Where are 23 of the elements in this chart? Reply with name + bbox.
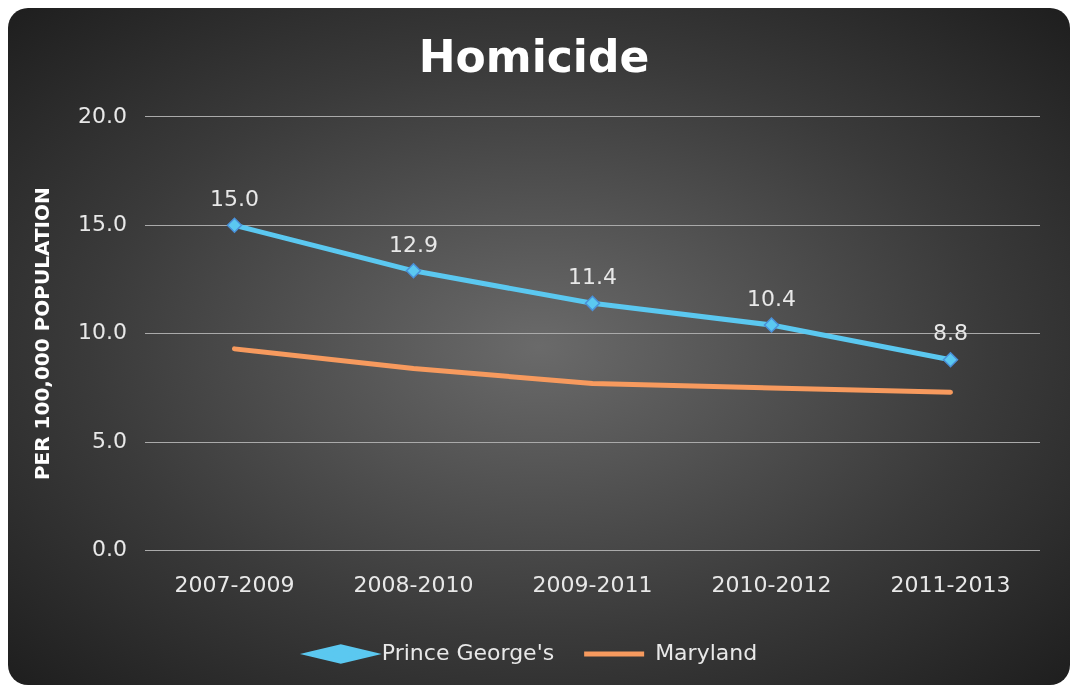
x-tick-label: 2010-2012 (711, 571, 832, 597)
data-label: 11.4 (568, 264, 617, 290)
y-tick-label: 10.0 (78, 319, 127, 345)
y-tick-label: 20.0 (78, 102, 127, 128)
data-label: 15.0 (209, 185, 259, 211)
point (584, 295, 601, 312)
y-tick-label: 0.0 (91, 536, 127, 562)
point (763, 317, 780, 333)
point (405, 263, 422, 279)
x-tick-label: 2007-2009 (174, 571, 295, 597)
y-tick-label: 15.0 (78, 210, 127, 236)
y-axis-title: PER 100,000 POPULATION (30, 187, 55, 481)
data-label: 12.9 (389, 231, 438, 257)
chart-title: Homicide (418, 30, 650, 82)
x-tick-label: 2009-2011 (532, 571, 653, 597)
y-tick-label: 5.0 (91, 427, 127, 453)
data-label: 10.4 (747, 285, 796, 311)
x-tick-label: 2011-2013 (890, 571, 1011, 597)
legend-label: Prince George's (381, 639, 555, 665)
point (226, 217, 243, 233)
legend-label: Maryland (655, 639, 758, 665)
x-tick-label: 2008-2010 (353, 571, 474, 597)
point (942, 351, 959, 368)
